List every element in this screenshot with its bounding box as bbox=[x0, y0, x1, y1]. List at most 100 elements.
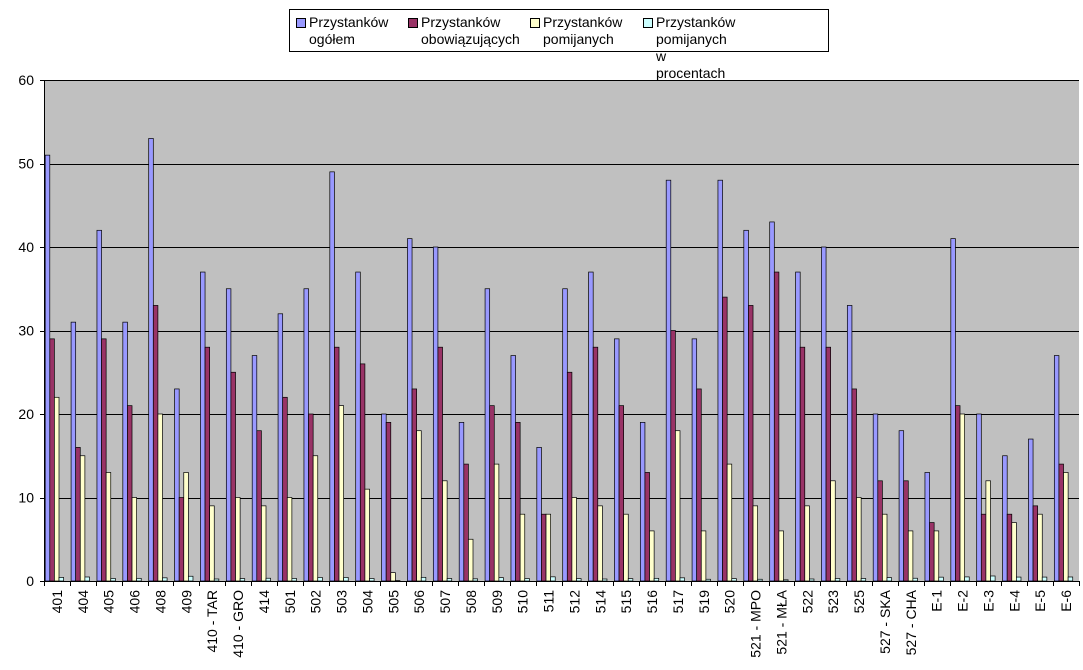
bar-series-0 bbox=[225, 288, 232, 582]
bar-series-3 bbox=[1016, 576, 1022, 582]
bar-series-0 bbox=[639, 422, 646, 582]
bar-series-2 bbox=[105, 472, 112, 582]
bar-series-0 bbox=[795, 271, 801, 582]
bar-series-1 bbox=[1058, 463, 1064, 582]
x-tick-label: 520 bbox=[722, 590, 738, 614]
bar-series-1 bbox=[825, 346, 831, 582]
legend-label-obowiazujacych: Przystanków obowiązujących bbox=[421, 14, 520, 47]
bar-series-3 bbox=[317, 577, 323, 582]
bar-series-1 bbox=[773, 271, 780, 582]
bar-series-3 bbox=[446, 578, 453, 582]
bar-series-0 bbox=[1002, 455, 1008, 582]
x-tick-label: 525 bbox=[851, 590, 867, 614]
bar-series-3 bbox=[705, 578, 711, 582]
bar-series-0 bbox=[355, 271, 361, 582]
bar-series-1 bbox=[127, 405, 133, 582]
bar-series-2 bbox=[157, 413, 163, 582]
bar-series-1 bbox=[1006, 513, 1013, 582]
bar-series-3 bbox=[524, 578, 530, 582]
x-tick-label: 414 bbox=[256, 590, 272, 614]
bar-series-0 bbox=[536, 447, 542, 582]
bar-series-1 bbox=[204, 346, 211, 582]
bar-series-3 bbox=[550, 576, 556, 582]
bar-series-3 bbox=[162, 577, 168, 582]
legend-swatch-pomijanych bbox=[530, 18, 540, 28]
legend-swatch-procent bbox=[643, 18, 653, 28]
bar-series-0 bbox=[846, 305, 853, 582]
bar-series-3 bbox=[265, 577, 271, 582]
y-tick-label: 0 bbox=[26, 573, 34, 589]
bar-series-1 bbox=[903, 480, 909, 582]
bar-series-0 bbox=[96, 229, 102, 582]
bar-series-1 bbox=[256, 430, 262, 582]
x-tick-label: 501 bbox=[282, 590, 298, 614]
bar-series-2 bbox=[830, 480, 836, 582]
x-tick-label: 502 bbox=[308, 590, 324, 614]
bar-series-0 bbox=[329, 171, 335, 582]
bar-series-3 bbox=[757, 578, 763, 582]
bar-series-2 bbox=[390, 572, 396, 582]
x-tick-label: E-3 bbox=[980, 590, 996, 612]
bar-series-3 bbox=[188, 575, 194, 582]
x-tick-label: 527 - CHA bbox=[903, 589, 919, 655]
x-tick-label: 504 bbox=[359, 590, 375, 614]
bar-series-2 bbox=[416, 430, 422, 582]
bar-series-0 bbox=[614, 338, 620, 582]
x-tick-label: 401 bbox=[49, 590, 65, 614]
bar-series-1 bbox=[541, 513, 547, 582]
y-tick-label: 50 bbox=[18, 156, 34, 172]
bar-series-1 bbox=[722, 296, 728, 582]
x-tick-label: 505 bbox=[385, 590, 401, 614]
bar-series-3 bbox=[420, 576, 427, 582]
bar-series-0 bbox=[44, 154, 51, 582]
bar-series-0 bbox=[769, 221, 775, 582]
bar-series-0 bbox=[588, 271, 594, 582]
bar-series-1 bbox=[308, 413, 314, 582]
bar-series-1 bbox=[152, 305, 159, 582]
x-tick-label: 410 - TAR bbox=[204, 590, 220, 653]
bar-series-3 bbox=[472, 578, 478, 582]
bar-series-3 bbox=[990, 575, 996, 582]
bar-series-2 bbox=[649, 530, 655, 582]
bar-series-0 bbox=[665, 179, 672, 582]
x-tick-label: 409 bbox=[178, 590, 194, 614]
bar-series-1 bbox=[670, 330, 676, 582]
bar-series-1 bbox=[282, 396, 288, 582]
x-tick-label: 507 bbox=[437, 590, 453, 614]
bar-series-2 bbox=[442, 480, 448, 582]
bar-series-2 bbox=[675, 430, 681, 582]
bar-series-1 bbox=[929, 522, 935, 582]
bar-series-0 bbox=[458, 422, 465, 582]
bar-series-3 bbox=[809, 578, 815, 582]
x-tick-label: E-2 bbox=[955, 590, 971, 612]
bar-series-1 bbox=[566, 371, 573, 582]
bar-series-2 bbox=[1063, 472, 1069, 582]
bar-series-2 bbox=[985, 480, 991, 582]
bar-series-0 bbox=[562, 288, 568, 582]
x-tick-label: 506 bbox=[411, 590, 427, 614]
x-tick-label: 510 bbox=[515, 590, 531, 614]
bar-series-0 bbox=[1028, 438, 1034, 582]
bar-series-3 bbox=[912, 577, 918, 582]
bar-series-0 bbox=[70, 321, 77, 582]
bar-series-3 bbox=[1041, 576, 1048, 582]
bar-series-2 bbox=[1037, 513, 1043, 582]
bar-series-1 bbox=[101, 338, 107, 582]
bar-series-0 bbox=[821, 246, 827, 582]
y-tick-label: 10 bbox=[18, 490, 34, 506]
bar-series-2 bbox=[571, 497, 577, 582]
x-tick-label: 521 - MPO bbox=[748, 590, 764, 658]
bar-series-3 bbox=[783, 579, 789, 582]
bar-series-1 bbox=[385, 422, 392, 582]
bar-series-0 bbox=[484, 288, 491, 582]
bar-series-3 bbox=[679, 577, 685, 582]
bar-series-3 bbox=[84, 576, 90, 582]
bar-series-2 bbox=[545, 513, 551, 582]
bar-series-3 bbox=[213, 578, 220, 582]
legend-swatch-obowiazujacych bbox=[408, 18, 418, 28]
bar-series-2 bbox=[493, 463, 500, 582]
bar-series-1 bbox=[411, 388, 417, 582]
bar-series-0 bbox=[950, 238, 956, 582]
x-tick-label: 512 bbox=[566, 590, 582, 614]
bar-series-3 bbox=[886, 577, 892, 582]
